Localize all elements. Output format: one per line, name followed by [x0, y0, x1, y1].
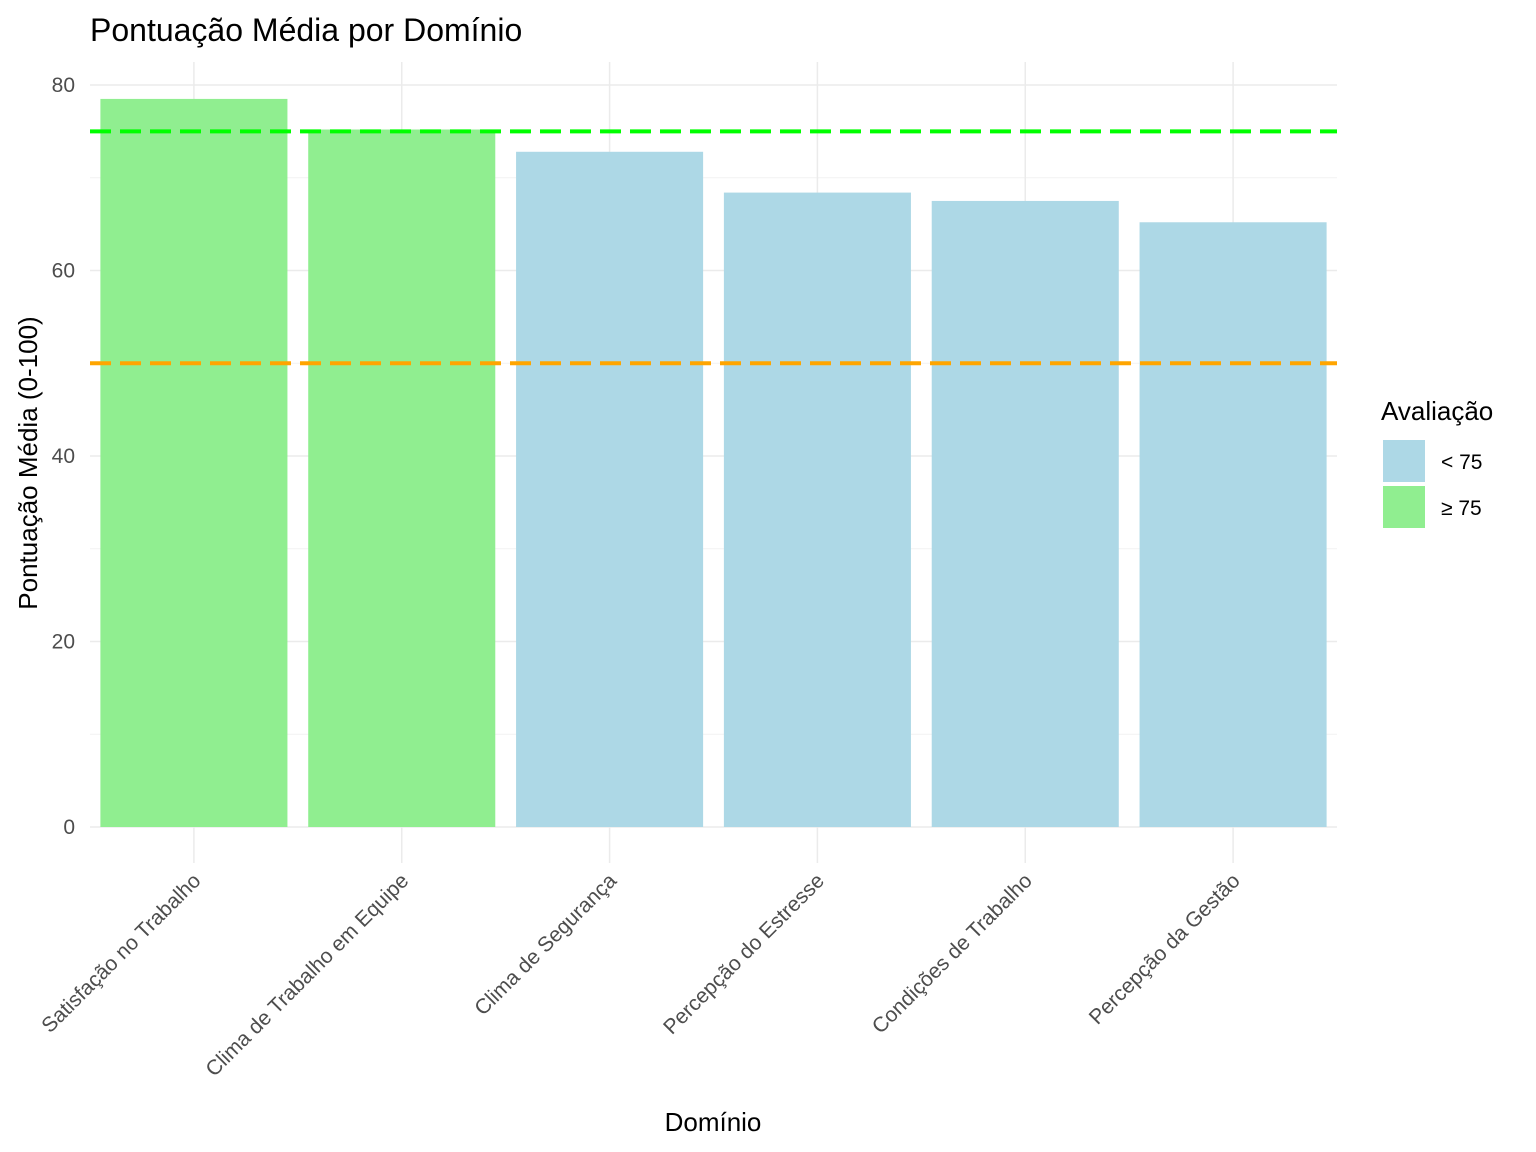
reference-lines — [90, 129, 1337, 366]
chart-title: Pontuação Média por Domínio — [90, 12, 522, 48]
x-tick-label: Percepção da Gestão — [1085, 869, 1245, 1029]
bar — [723, 192, 911, 828]
bar — [1139, 222, 1327, 827]
x-tick-label: Clima de Segurança — [470, 869, 621, 1020]
x-tick-label: Clima de Trabalho em Equipe — [201, 869, 413, 1081]
y-tick-label: 20 — [52, 631, 75, 654]
y-axis-title: Pontuação Média (0-100) — [13, 316, 43, 609]
bar — [516, 151, 704, 827]
legend: Avaliação < 75 ≥ 75 — [1381, 396, 1493, 528]
legend-label: ≥ 75 — [1441, 497, 1482, 520]
bar — [308, 129, 496, 827]
y-axis-ticks: 0 20 40 60 80 — [52, 74, 75, 839]
x-tick-label: Percepção do Estresse — [659, 869, 829, 1039]
legend-label: < 75 — [1441, 451, 1482, 474]
bar — [100, 98, 288, 828]
legend-swatch — [1383, 440, 1425, 482]
y-tick-label: 60 — [52, 260, 75, 283]
y-tick-label: 0 — [63, 816, 75, 839]
x-tick-label: Satisfação no Trabalho — [37, 869, 205, 1037]
legend-swatch — [1383, 486, 1425, 528]
x-axis-title: Domínio — [665, 1107, 762, 1137]
legend-title: Avaliação — [1381, 396, 1493, 426]
x-tick-label: Condições de Trabalho — [868, 869, 1037, 1038]
bar — [931, 200, 1119, 827]
y-tick-label: 40 — [52, 445, 75, 468]
y-tick-label: 80 — [52, 74, 75, 97]
bars — [100, 98, 1327, 828]
